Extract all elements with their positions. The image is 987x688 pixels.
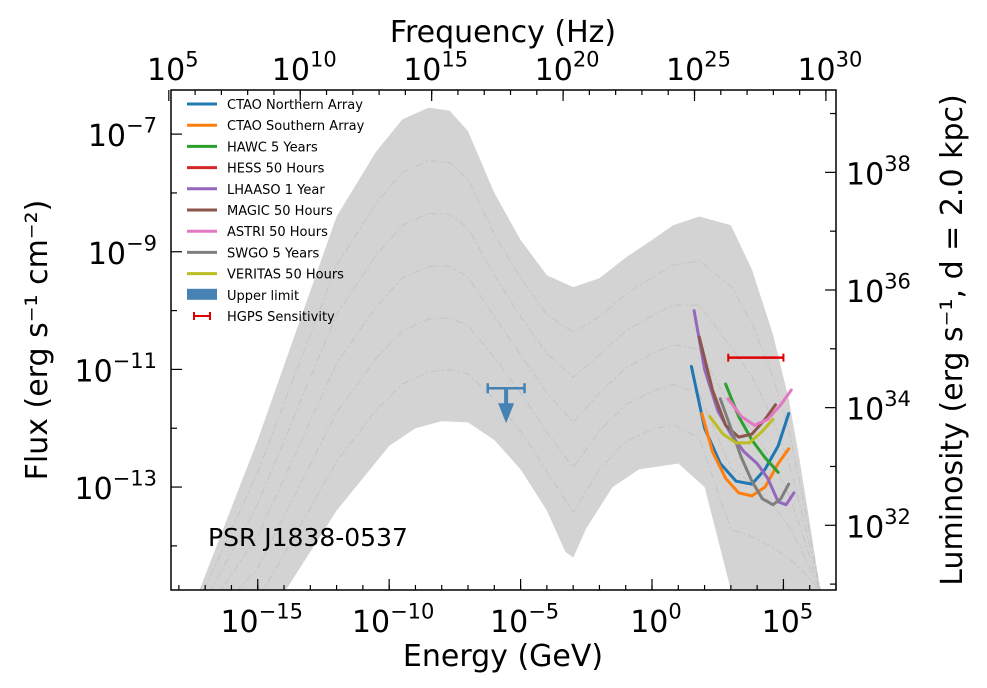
x2-tick-label: 1020 [535,48,600,89]
legend-label: ASTRI 50 Hours [227,225,328,240]
x-tick-label: 10−5 [490,600,559,641]
sensitivity-curve [726,388,793,427]
model-curve [210,212,821,590]
plot-frame [170,89,837,591]
y2-tick-label: 1038 [846,152,911,193]
x-tick-label: 10−10 [352,600,435,641]
y-tick-label: 10−13 [74,467,157,508]
y2-tick-label: 1032 [846,505,911,546]
x2-tick-label: 1010 [272,48,337,89]
sensitivity-curve [718,397,791,507]
axis-ticks [168,90,837,590]
legend: CTAO Northern Array CTAO Southern Array HA… [187,98,365,325]
upper-limit-marker [486,383,526,424]
legend-label: MAGIC 50 Hours [227,204,333,219]
y-axis-label: Flux (erg s⁻¹ cm⁻²) [20,200,55,481]
legend-label: HESS 50 Hours [227,162,325,177]
legend-label: HGPS Sensitivity [227,310,335,325]
legend-label: LHAASO 1 Year [227,183,325,198]
upper-limit-arrow-head [498,403,515,424]
x-tick-label: 100 [630,600,682,641]
sensitivity-curves [689,309,796,507]
model-curve [237,317,821,590]
legend-label: CTAO Northern Array [227,98,363,113]
x2-tick-label: 1015 [403,48,468,89]
y2-tick-label: 1034 [846,387,911,428]
x2-axis-label: Frequency (Hz) [390,15,616,50]
y-tick-label: 10−11 [74,349,157,390]
y2-tick-label: 1036 [846,270,911,311]
model-curve [203,159,821,590]
hgps-sensitivity-errorbar [727,353,785,362]
x2-tick-label: 105 [147,48,199,89]
y2-axis-label: Luminosity (erg s⁻¹, d = 2.0 kpc) [935,94,970,585]
legend-label: SWGO 5 Years [227,246,319,261]
sensitivity-curve [700,412,791,498]
x-tick-label: 105 [762,600,814,641]
x2-tick-label: 1030 [797,48,862,89]
y-tick-label: 10−9 [88,231,157,272]
x2-tick-label: 1025 [666,48,731,89]
legend-swatch [187,288,217,300]
sensitivity-curve [708,415,775,445]
legend-label: HAWC 5 Years [227,140,318,155]
model-sed-band [199,107,821,590]
x-axis-label: Energy (GeV) [403,639,603,674]
legend-label: Upper limit [227,289,299,304]
legend-label: CTAO Southern Array [227,119,365,134]
source-annotation: PSR J1838-0537 [208,523,408,552]
y-tick-label: 10−7 [88,114,157,155]
legend-label: VERITAS 50 Hours [227,268,344,283]
axis-tick-labels: 10−15 10−10 10−5 100 105 10−13 10−11 10−9 10−7 10… [74,48,910,641]
x-tick-label: 10−15 [220,600,303,641]
